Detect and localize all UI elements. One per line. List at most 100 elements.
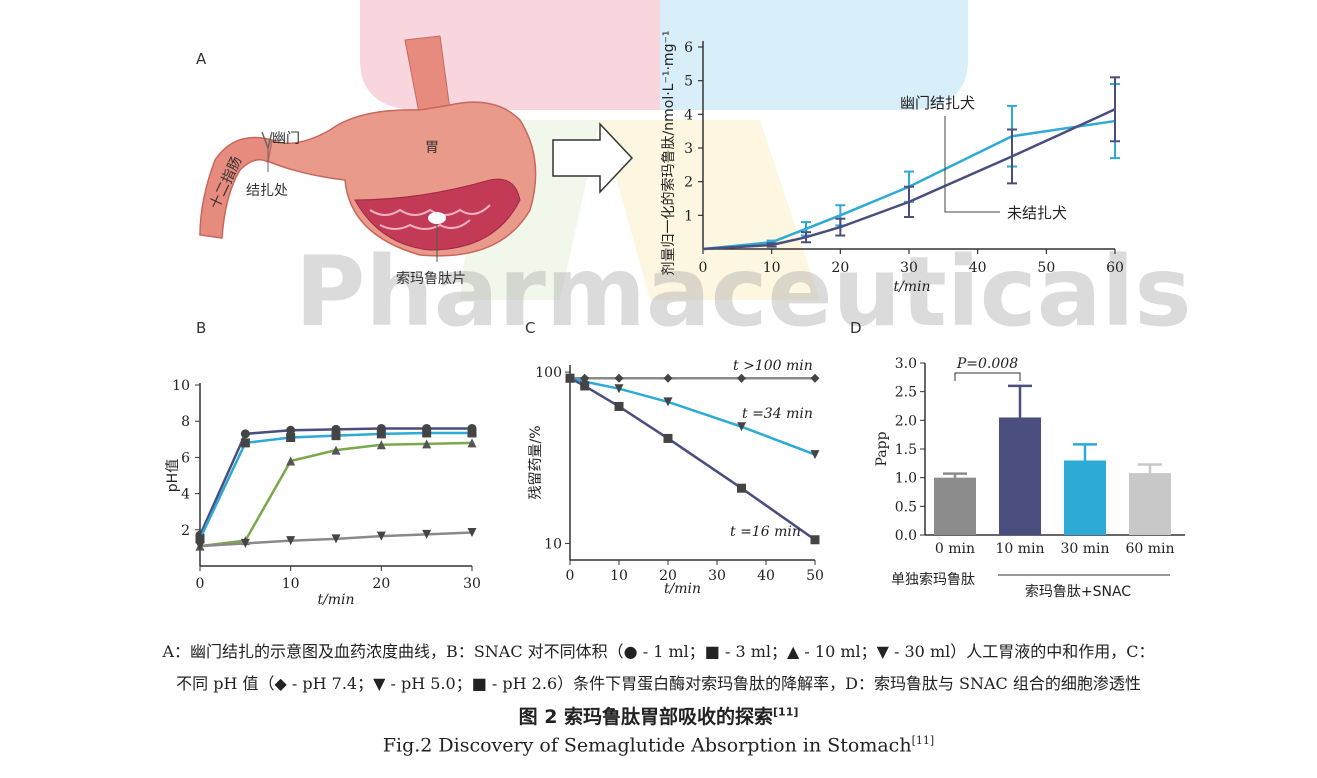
data-point	[286, 425, 296, 435]
half-life-annotation: t >100 min	[733, 358, 813, 374]
bar-1	[999, 417, 1041, 535]
x-axis-label: t/min	[317, 592, 354, 608]
bar-3	[1129, 473, 1171, 535]
data-point	[467, 528, 477, 538]
y-tick-label: 3	[684, 141, 693, 157]
y-tick-label: 2	[684, 175, 693, 191]
label-tablet: 索玛鲁肽片	[396, 270, 466, 287]
data-point	[614, 373, 624, 383]
x-tick-label: 0	[566, 568, 575, 584]
data-point	[376, 440, 386, 450]
x-tick-label: 50	[806, 568, 824, 584]
x-tick-label: 30	[900, 260, 918, 276]
title-cn-text: 图 2 索玛鲁肽胃部吸收的探索	[518, 706, 774, 728]
chart-b: B 2 4 6 8 10 0 10 20 30 t/min pH值	[165, 319, 481, 608]
title-cn-ref: [11]	[773, 705, 799, 719]
data-point	[331, 445, 341, 455]
panel-d-letter: D	[850, 319, 862, 337]
data-point	[663, 373, 673, 383]
x-tick-label: 40	[969, 260, 987, 276]
x-tick-label: 30	[463, 576, 481, 592]
y-tick-label: 6	[684, 40, 693, 56]
group-label-combo: 索玛鲁肽+SNAC	[1025, 583, 1131, 600]
data-point	[580, 381, 590, 391]
chart-d: D 0.0 0.5 1.0 1.5 2.0 2.5 3.0 Papp 0 min 10 min 30…	[850, 319, 1185, 600]
data-point	[195, 534, 205, 544]
x-tick-label: 60	[1106, 260, 1124, 276]
panel-a-illustration: A 幽门 胃 十二指肠 结扎处 索玛鲁肽片	[196, 35, 634, 287]
half-life-annotation: t =16 min	[730, 524, 801, 540]
duodenum-shape	[199, 136, 273, 239]
data-point	[467, 438, 477, 448]
data-point	[663, 433, 673, 443]
category-label: 30 min	[1060, 541, 1109, 557]
y-tick-label: 0.5	[895, 499, 917, 515]
y-tick-label: 6	[181, 450, 190, 466]
data-point	[240, 429, 250, 439]
x-tick-label: 50	[1037, 260, 1055, 276]
data-point	[663, 397, 673, 407]
data-point	[286, 432, 296, 442]
bar-2	[1064, 460, 1106, 535]
y-tick-label: 1	[684, 208, 693, 224]
panel-c-letter: C	[525, 319, 535, 337]
y-axis-label: 残留药量/%	[528, 425, 544, 499]
data-point	[422, 439, 432, 449]
panel-b-letter: B	[196, 319, 206, 337]
data-point	[810, 535, 820, 545]
data-point	[614, 401, 624, 411]
category-label: 60 min	[1125, 541, 1174, 557]
data-point	[467, 428, 477, 438]
y-tick-label: 4	[181, 487, 190, 503]
y-tick-label: 3.0	[895, 356, 917, 372]
x-tick-label: 0	[196, 576, 205, 592]
x-tick-label: 30	[708, 568, 726, 584]
data-point	[614, 384, 624, 394]
title-en-ref: [11]	[911, 734, 935, 747]
x-tick-label: 10	[282, 576, 300, 592]
stomach-folds	[369, 204, 491, 230]
series-line-2	[569, 377, 816, 541]
x-tick-label: 20	[372, 576, 390, 592]
data-point	[331, 431, 341, 441]
bar-0	[934, 477, 976, 535]
leader-line	[944, 116, 1000, 213]
data-point	[422, 428, 432, 438]
data-point	[737, 483, 746, 493]
title-en-text: Fig.2 Discovery of Semaglutide Absorptio…	[382, 734, 912, 757]
category-label: 0 min	[935, 541, 975, 557]
figure-title-cn: 图 2 索玛鲁肽胃部吸收的探索[11]	[0, 702, 1317, 729]
figure-title-en: Fig.2 Discovery of Semaglutide Absorptio…	[0, 734, 1317, 756]
x-tick-label: 20	[831, 260, 849, 276]
y-tick-label: 0.0	[895, 528, 917, 544]
data-point	[286, 456, 296, 466]
y-tick-label: 5	[684, 74, 693, 90]
caption-line-2: 不同 pH 值（◆ - pH 7.4；▼ - pH 5.0；■ - pH 2.6…	[176, 674, 1141, 693]
group-label-alone: 单独索玛鲁肽	[891, 571, 975, 588]
data-point	[737, 422, 746, 432]
half-life-annotation: t =34 min	[742, 406, 813, 422]
data-point	[240, 538, 250, 548]
data-point	[737, 373, 746, 383]
x-tick-label: 40	[757, 568, 775, 584]
data-point	[376, 429, 386, 439]
y-tick-label: 2	[181, 523, 190, 539]
tablet-shape	[428, 212, 446, 224]
data-point	[565, 373, 575, 383]
x-tick-label: 0	[699, 260, 708, 276]
y-tick-label: 10	[172, 378, 190, 394]
label-stomach: 胃	[425, 140, 439, 156]
data-point	[240, 438, 250, 448]
y-axis-label: 剂量归一化的索玛鲁肽/nmol·L⁻¹·mg⁻¹	[660, 31, 677, 276]
category-label: 10 min	[995, 541, 1044, 557]
panel-a-letter: A	[196, 50, 207, 68]
legend-label-unligated: 未结扎犬	[1007, 204, 1067, 222]
x-tick-label: 20	[659, 568, 677, 584]
y-tick-label: 1.0	[895, 471, 917, 487]
arrow-icon	[552, 122, 634, 194]
y-tick-label: 8	[181, 414, 190, 430]
significance-label: P=0.008	[956, 356, 1018, 372]
y-tick-label: 4	[684, 107, 693, 123]
